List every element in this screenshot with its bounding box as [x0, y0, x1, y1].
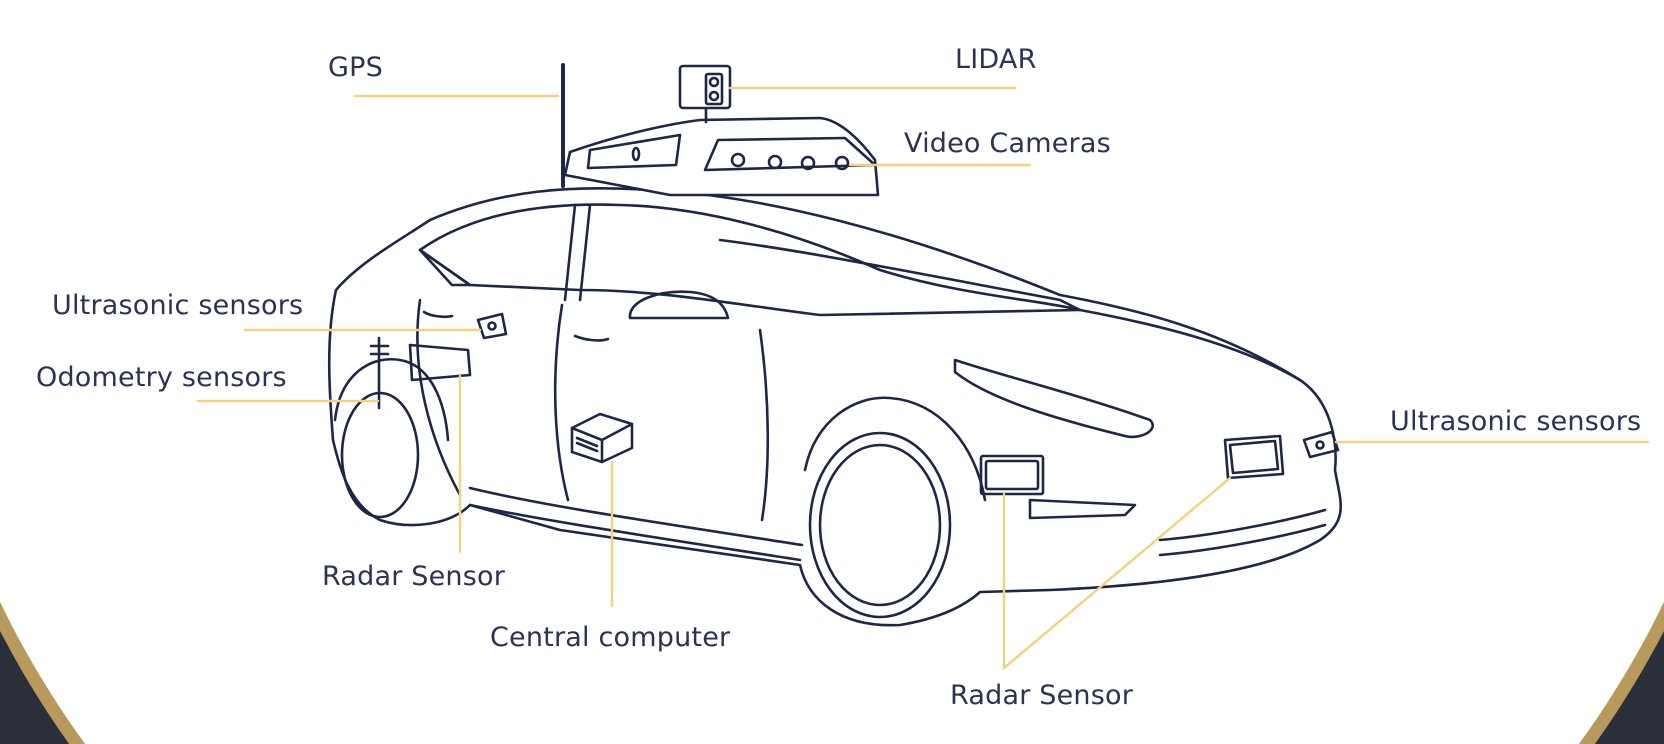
side-sill — [468, 503, 802, 562]
roof-pod — [563, 116, 880, 197]
door-handle-rear — [422, 310, 454, 319]
computer-vent-1 — [575, 436, 599, 448]
roof-pod-lens — [631, 146, 641, 162]
door-seam-rear — [758, 328, 770, 522]
label-odometry: Odometry sensors — [36, 362, 287, 393]
label-ultrasonic-left: Ultrasonic sensors — [52, 290, 304, 321]
rear-radar-panel — [408, 343, 472, 382]
front-radar-left — [979, 454, 1045, 496]
label-lidar: LIDAR — [955, 44, 1037, 75]
camera-lens-icon — [730, 152, 746, 168]
front-radar-left-inner — [984, 459, 1040, 491]
pillar-b — [578, 203, 592, 302]
label-ultrasonic-right: Ultrasonic sensors — [1390, 406, 1642, 437]
camera-lens-icon — [834, 155, 850, 171]
headlight — [953, 358, 1154, 439]
leader-lines — [196, 86, 1650, 670]
front-radar-right — [1223, 434, 1285, 480]
computer-box-icon — [570, 412, 634, 464]
door-seam-back — [416, 298, 462, 497]
lidar-window — [704, 72, 724, 106]
label-video-cameras: Video Cameras — [904, 128, 1111, 159]
computer-vent-2 — [575, 441, 599, 453]
label-gps: GPS — [328, 52, 383, 83]
windshield — [718, 238, 1082, 312]
lower-grille — [1158, 508, 1327, 542]
front-bumper-line — [1028, 498, 1137, 520]
rear-window — [418, 248, 472, 287]
window-outline — [418, 203, 1082, 317]
rear-wheel-arch — [333, 357, 450, 442]
label-radar-left: Radar Sensor — [322, 561, 506, 592]
rear-ultrasonic-lens — [487, 321, 497, 331]
door-handle-front — [573, 334, 610, 342]
roof-pod-left-window — [586, 133, 682, 170]
front-wheel-hub — [818, 443, 942, 607]
label-radar-front: Radar Sensor — [950, 680, 1134, 711]
camera-lens-icon — [800, 155, 816, 171]
lower-grille-inner — [1158, 523, 1327, 557]
pillar-a — [563, 203, 577, 302]
lidar-lens-top — [708, 76, 720, 88]
front-ultrasonic-icon — [1302, 430, 1340, 459]
side-sill-inner — [468, 486, 804, 547]
rear-ultrasonic-icon — [476, 312, 508, 340]
car-outline-icon — [327, 63, 1342, 627]
lidar-lens-bottom — [708, 90, 720, 102]
camera-lens-icon — [767, 154, 783, 170]
front-radar-right-inner — [1228, 439, 1280, 475]
front-wheel — [808, 431, 952, 619]
side-mirror — [628, 290, 730, 320]
front-wheel-arch — [803, 396, 987, 502]
label-central-computer: Central computer — [490, 622, 731, 653]
hood-line — [1078, 308, 1302, 382]
front-ultrasonic-lens — [1315, 440, 1325, 450]
leader-radar-front-diag — [1002, 476, 1232, 670]
door-seam-front — [553, 303, 570, 502]
